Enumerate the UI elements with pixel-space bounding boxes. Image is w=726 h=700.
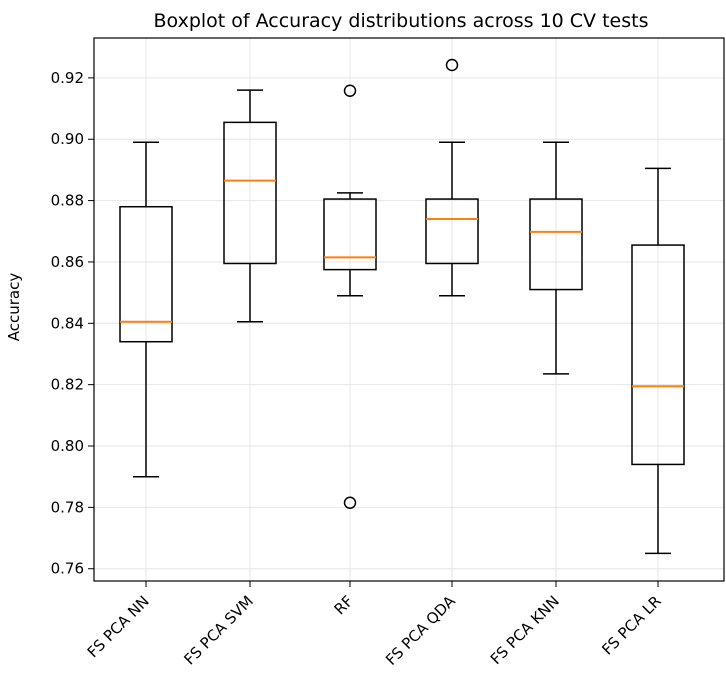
outlier-point [445,58,459,72]
y-tick-label: 0.86 [51,253,84,271]
plot-frame [93,37,725,582]
y-axis-label: Accuracy [5,273,23,342]
y-tick-label: 0.88 [51,192,84,210]
outlier-point [343,496,357,510]
y-tick-label: 0.82 [51,376,84,394]
boxes-layer [119,58,685,555]
outlier-point [343,84,357,98]
y-tick-label: 0.76 [51,560,84,578]
iqr-box [223,121,277,265]
chart-title: Boxplot of Accuracy distributions across… [154,10,649,32]
y-tick-label: 0.78 [51,498,84,516]
x-tick-label: FS PCA SVM [181,592,257,668]
x-tick-label: FS PCA LR [598,592,664,658]
iqr-box [631,244,685,466]
x-tick-label: FS PCA QDA [382,592,459,669]
x-tick-label: FS PCA KNN [487,592,563,668]
iqr-box [323,198,377,271]
iqr-box [119,205,173,343]
y-tick-label: 0.80 [51,437,84,455]
ticks-layer: 0.76 0.78 0.80 0.82 0.84 0.86 0.88 0.90 0.92 FS P… [51,69,665,669]
iqr-box [529,198,583,291]
x-tick-label: FS PCA NN [84,592,153,661]
iqr-box [425,198,479,265]
y-tick-label: 0.90 [51,130,84,148]
grid-layer [94,38,724,581]
x-tick-label: RF [331,592,357,618]
y-tick-label: 0.92 [51,69,84,87]
y-tick-label: 0.84 [51,314,84,332]
